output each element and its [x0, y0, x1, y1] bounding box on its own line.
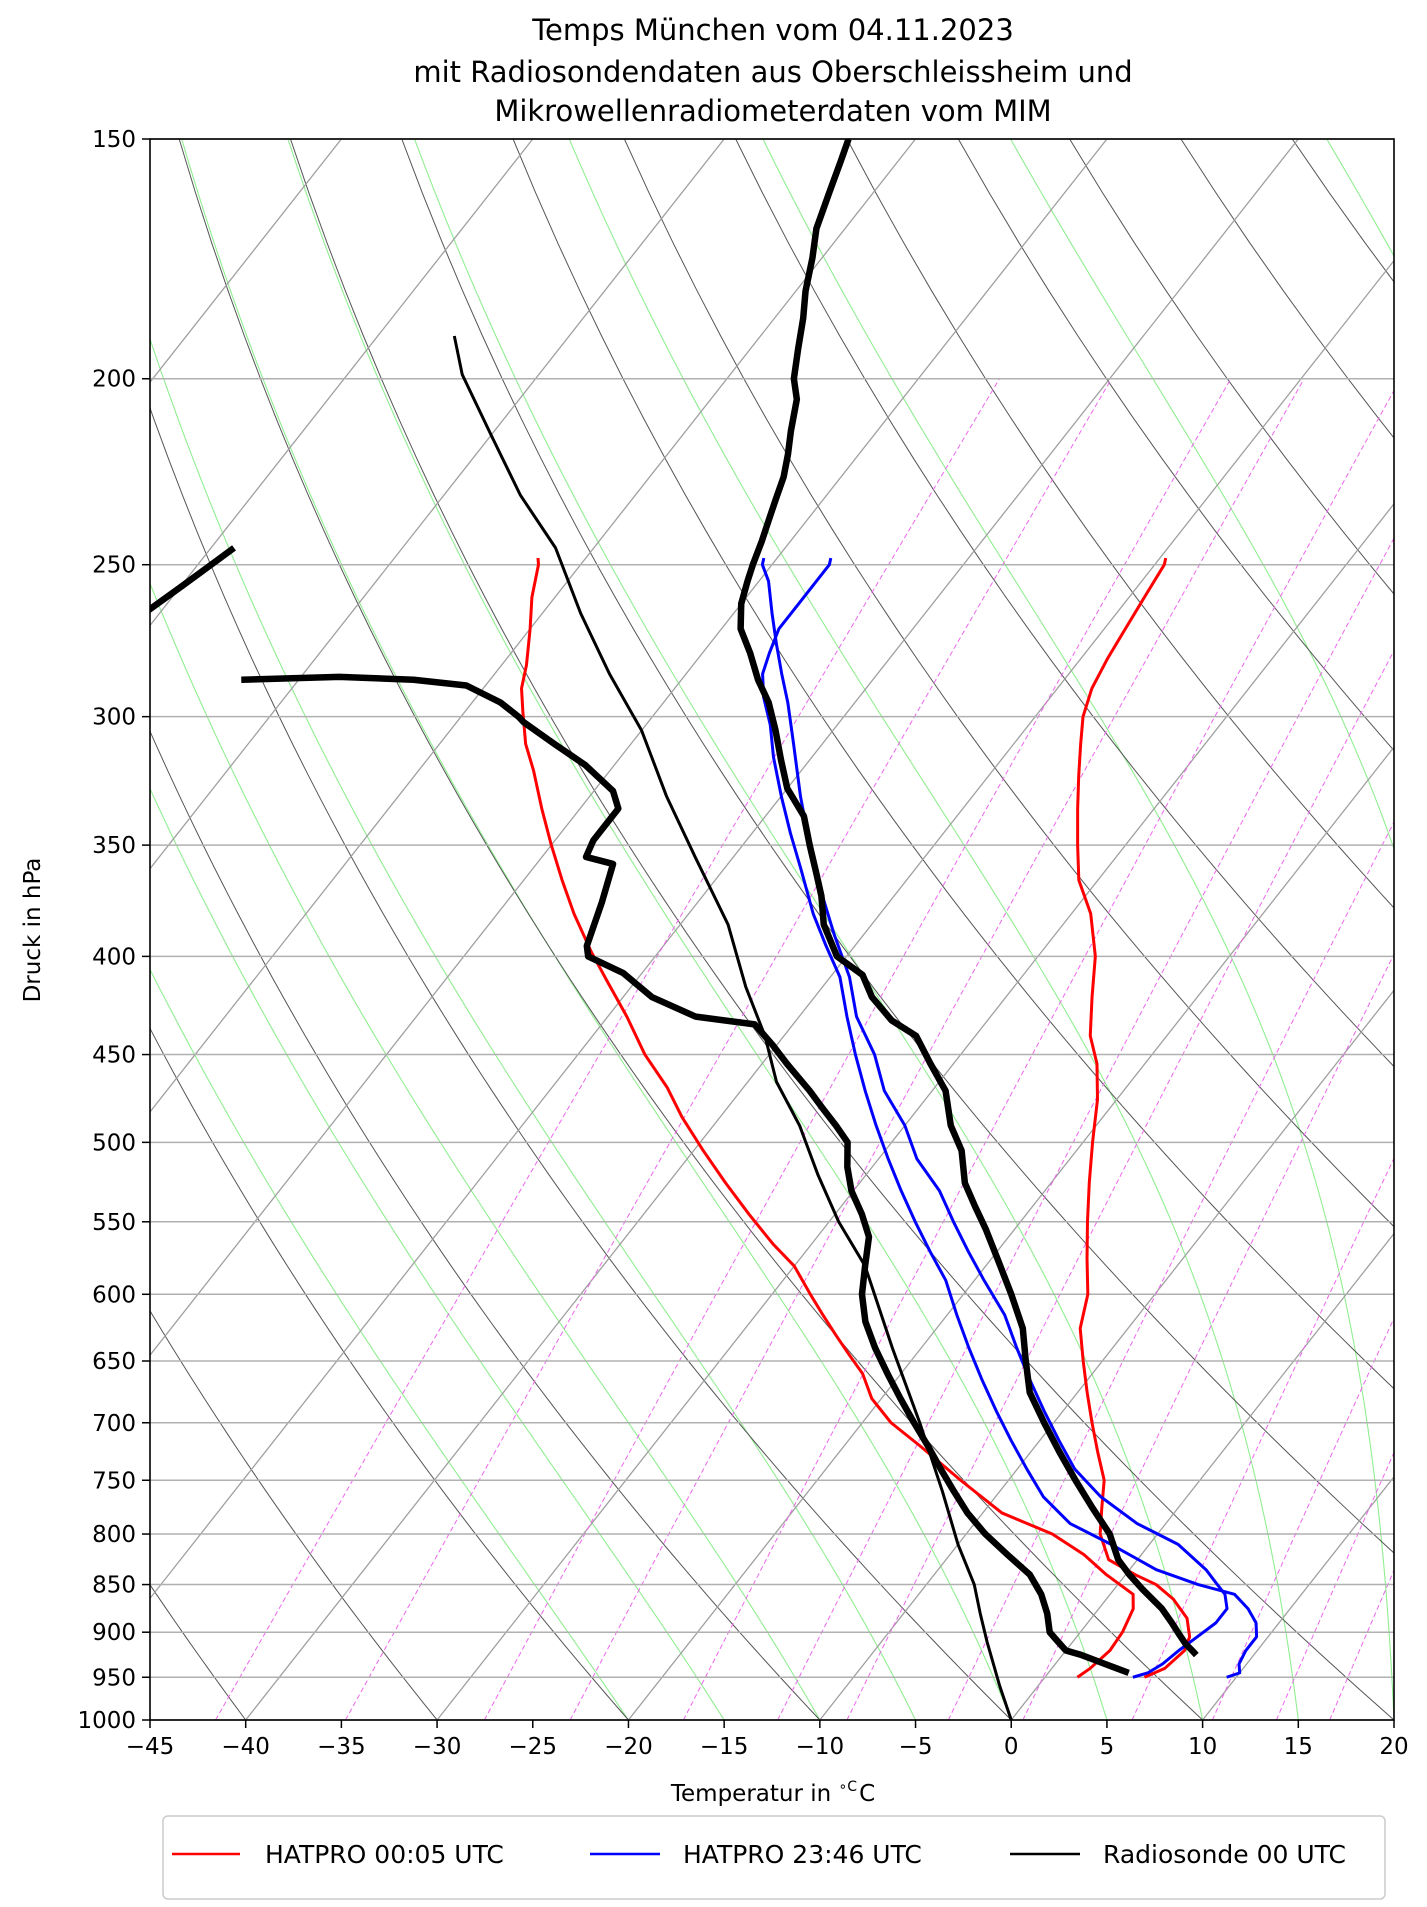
- y-tick-label-14: 300: [92, 705, 136, 731]
- y-axis-label: Druck in hPa: [20, 858, 46, 1003]
- isotherm-9: [819, 989, 1394, 1720]
- isotherm-1: [150, 139, 534, 627]
- mixing-ratio-line-4: [682, 389, 1394, 1720]
- y-tick-label-15: 250: [92, 553, 136, 579]
- series-radiosonde-00-utc: [737, 139, 1199, 1658]
- x-tick-label-11: 10: [1188, 1734, 1217, 1760]
- dry-adiabat-10: [623, 139, 1394, 1228]
- series-hatpro-00-05-utc: [520, 557, 1135, 1679]
- isotherm-4: [150, 139, 1108, 1357]
- background-lines: [150, 139, 1394, 1720]
- legend-label-hatpro-2346: HATPRO 23:46 UTC: [683, 1840, 922, 1869]
- dry-adiabat-11: [735, 139, 1394, 1068]
- sounding-series: [150, 139, 1259, 1720]
- x-tick-label-10: 5: [1100, 1734, 1115, 1760]
- y-tick-label-0: 1000: [77, 1708, 136, 1734]
- x-tick-label-3: −30: [413, 1734, 462, 1760]
- legend-label-hatpro-0005: HATPRO 00:05 UTC: [265, 1840, 504, 1869]
- mixing-ratio-line-1: [345, 378, 1112, 1720]
- y-tick-label-2: 900: [92, 1620, 136, 1646]
- x-tick-label-6: −15: [700, 1734, 749, 1760]
- isotherm-8: [627, 746, 1394, 1720]
- isotherm-10: [1010, 1232, 1394, 1720]
- plot-frame: [149, 138, 1395, 1721]
- y-tick-label-13: 350: [92, 833, 136, 859]
- isotherm-6: [245, 259, 1394, 1720]
- x-tick-label-13: 20: [1379, 1734, 1408, 1760]
- moist-adiabat-1: [150, 787, 725, 1720]
- chart-title: Temps München vom 04.11.2023 mit Radioso…: [413, 13, 1132, 128]
- moist-adiabat-0: [150, 968, 629, 1720]
- x-tick-label-9: 0: [1004, 1734, 1019, 1760]
- dry-adiabat-13: [957, 139, 1394, 752]
- x-tick-label-7: −10: [796, 1734, 845, 1760]
- x-tick-label-8: −5: [899, 1734, 933, 1760]
- moist-adiabat-3: [150, 337, 917, 1720]
- dry-adiabat-5: [150, 406, 1012, 1720]
- title-line-1: Temps München vom 04.11.2023: [531, 13, 1014, 47]
- isotherm-7: [436, 502, 1394, 1720]
- y-tick-label-10: 500: [92, 1130, 136, 1156]
- moist-adiabat-5: [287, 139, 1108, 1720]
- x-tick-label-1: −40: [221, 1734, 270, 1760]
- title-line-2: mit Radiosondendaten aus Oberschleisshei…: [413, 55, 1132, 89]
- x-axis-label: Temperatur in ∘CC: [670, 1779, 875, 1807]
- y-axis-ticks: 1000 950 900 850 800 750 700 650 600 550 500 450 400…: [77, 127, 150, 1734]
- moist-adiabat-8: [762, 139, 1394, 1720]
- moist-adiabat-7: [568, 139, 1299, 1720]
- series-radiosonde-00-utc-dewpoint-upper-fragment: [150, 545, 236, 614]
- dry-adiabat-9: [512, 139, 1394, 1390]
- y-tick-label-3: 850: [92, 1573, 136, 1599]
- series-radiosonde-00-utc-dewpoint: [241, 673, 1130, 1676]
- x-tick-label-5: −20: [604, 1734, 653, 1760]
- y-tick-label-16: 200: [92, 367, 136, 393]
- x-tick-label-0: −45: [126, 1734, 175, 1760]
- title-line-3: Mikrowellenradiometerdaten vom MIM: [494, 94, 1051, 128]
- series-hatpro-00-05-utc-dewpoint: [1076, 557, 1192, 1679]
- dry-adiabat-6: [178, 139, 1203, 1720]
- dry-adiabat-2: [150, 1309, 438, 1720]
- y-tick-label-12: 400: [92, 944, 136, 970]
- moist-adiabat-2: [150, 582, 821, 1720]
- moist-adiabat-6: [414, 139, 1204, 1720]
- y-tick-label-8: 600: [92, 1282, 136, 1308]
- y-tick-label-7: 650: [92, 1349, 136, 1375]
- series-hatpro-23-46-utc-dewpoint: [760, 557, 1229, 1679]
- isotherm-5: [150, 139, 1299, 1600]
- y-tick-label-6: 700: [92, 1411, 136, 1437]
- y-tick-label-4: 800: [92, 1522, 136, 1548]
- series-dry-adiabatic-parcel-path: [452, 335, 1013, 1720]
- y-tick-label-1: 950: [92, 1665, 136, 1691]
- legend-box: [162, 1815, 1386, 1900]
- y-tick-label-11: 450: [92, 1043, 136, 1069]
- legend-label-radiosonde: Radiosonde 00 UTC: [1103, 1840, 1346, 1869]
- isotherm-3: [150, 139, 917, 1113]
- dry-adiabat-7: [290, 139, 1394, 1720]
- moist-adiabat-9: [1010, 139, 1394, 851]
- dry-adiabat-4: [150, 730, 821, 1720]
- x-axis-ticks: −45 −40 −35 −30 −25 −20 −15 −10 −5 0 5 10 15 20: [126, 1720, 1409, 1760]
- x-tick-label-4: −25: [508, 1734, 557, 1760]
- y-tick-label-9: 550: [92, 1210, 136, 1236]
- mixing-ratio-line-10: [1211, 1317, 1394, 1720]
- legend: HATPRO 00:05 UTC HATPRO 23:46 UTC Radios…: [162, 1815, 1386, 1900]
- x-tick-label-12: 15: [1284, 1734, 1313, 1760]
- moist-adiabat-4: [181, 139, 1012, 1720]
- y-tick-label-5: 750: [92, 1468, 136, 1494]
- dry-adiabat-12: [846, 139, 1394, 909]
- dry-adiabat-3: [150, 1027, 629, 1720]
- mixing-ratio-line-12: [1329, 1569, 1394, 1720]
- x-tick-label-2: −35: [317, 1734, 366, 1760]
- isotherm-2: [150, 139, 725, 870]
- mixing-ratio-line-9: [1131, 1157, 1394, 1720]
- mixing-ratio-line-8: [1022, 953, 1394, 1720]
- mixing-ratio-line-11: [1275, 1451, 1394, 1720]
- y-tick-label-17: 150: [92, 127, 136, 153]
